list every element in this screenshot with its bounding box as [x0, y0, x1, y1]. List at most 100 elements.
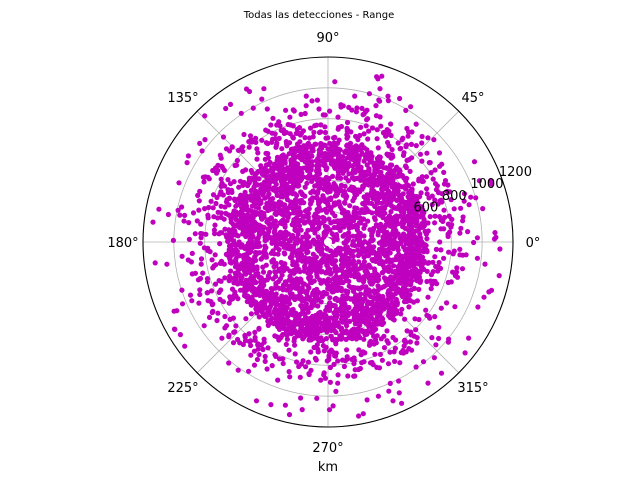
data-point-3165 [239, 198, 245, 204]
data-point-1290 [370, 183, 376, 189]
data-point-1534 [344, 237, 350, 243]
data-point-3131 [387, 167, 393, 173]
data-point-3981 [235, 367, 241, 373]
data-point-3630 [447, 229, 453, 235]
data-point-3410 [318, 129, 324, 135]
data-point-3837 [368, 338, 374, 344]
data-point-3958 [251, 362, 258, 368]
data-point-1417 [296, 212, 302, 218]
data-point-3109 [276, 174, 282, 180]
data-point-1520 [373, 258, 379, 264]
data-point-3509 [262, 358, 268, 364]
data-point-1590 [300, 213, 306, 219]
data-point-3543 [196, 207, 202, 213]
data-point-1582 [302, 255, 308, 261]
data-point-1336 [296, 207, 302, 213]
data-point-1337 [310, 290, 316, 296]
data-point-3084 [303, 332, 309, 338]
data-point-3618 [218, 176, 224, 182]
data-point-1056 [307, 243, 313, 250]
data-point-3974 [436, 324, 442, 330]
angular-tick-labels: 0° 45° 90° 135° 180° 225° 270° 315° [107, 31, 540, 456]
data-point-2904 [366, 166, 372, 172]
data-point-1044 [305, 283, 311, 289]
data-point-3106 [407, 277, 413, 283]
data-point-3163 [256, 291, 262, 297]
data-point-1352 [305, 270, 311, 276]
data-point-2981 [359, 168, 365, 175]
data-point-3771 [321, 348, 327, 354]
data-point-2977 [402, 294, 408, 300]
data-point-3910 [150, 219, 156, 225]
data-point-3668 [407, 339, 413, 345]
data-point-3575 [259, 137, 265, 143]
data-point-1551 [257, 243, 263, 249]
data-point-3030 [383, 165, 389, 171]
data-point-3454 [441, 169, 447, 175]
data-point-3597 [217, 296, 223, 302]
data-point-2791 [343, 315, 349, 321]
data-point-431 [347, 203, 353, 209]
data-point-3927 [486, 289, 492, 295]
data-point-1497 [302, 193, 308, 199]
data-point-3500 [322, 112, 328, 118]
data-point-1401 [298, 294, 304, 300]
data-point-3681 [400, 152, 407, 158]
data-point-1118 [284, 243, 290, 249]
data-point-622 [340, 170, 346, 176]
data-point-3781 [268, 122, 274, 128]
data-point-3499 [355, 137, 361, 143]
data-point-3825 [406, 346, 412, 352]
data-point-3422 [359, 142, 365, 148]
data-point-3840 [283, 139, 289, 145]
data-point-2992 [339, 161, 345, 167]
data-point-3202 [414, 340, 420, 346]
data-point-984 [287, 301, 293, 307]
data-point-1509 [335, 245, 342, 251]
data-point-1148 [300, 307, 306, 313]
data-point-931 [355, 271, 361, 278]
data-point-3920 [206, 314, 213, 320]
data-point-3375 [442, 178, 449, 184]
data-point-106 [312, 230, 318, 236]
data-point-3901 [419, 133, 425, 140]
data-point-3969 [396, 378, 402, 384]
data-point-2870 [379, 321, 385, 328]
data-point-3359 [291, 335, 298, 341]
data-point-2946 [316, 336, 323, 342]
data-point-3896 [433, 342, 439, 348]
data-point-3081 [277, 324, 283, 330]
data-point-3730 [220, 192, 226, 198]
data-point-3937 [175, 207, 181, 213]
data-point-2959 [245, 215, 251, 222]
data-point-3703 [256, 351, 262, 358]
data-point-1206 [287, 238, 293, 244]
data-point-3634 [205, 298, 211, 304]
data-point-721 [287, 290, 293, 296]
theta-tick-label-270: 270° [312, 441, 343, 456]
data-point-3976 [223, 105, 229, 112]
data-point-1476 [342, 200, 348, 206]
data-point-3811 [283, 107, 289, 113]
data-point-3714 [213, 262, 219, 268]
data-point-1334 [284, 266, 290, 272]
data-point-3285 [423, 307, 429, 313]
data-point-3870 [431, 355, 437, 361]
data-point-892 [310, 188, 316, 194]
data-point-3831 [292, 342, 298, 348]
data-point-3524 [226, 278, 232, 284]
data-point-3541 [290, 135, 296, 141]
data-point-3308 [428, 170, 434, 176]
data-point-3694 [395, 140, 401, 146]
data-point-3557 [241, 131, 247, 138]
data-point-3046 [253, 279, 259, 286]
data-point-3542 [298, 111, 304, 117]
data-point-3389 [458, 205, 464, 211]
data-point-3019 [342, 149, 348, 155]
data-point-3929 [387, 380, 393, 386]
data-point-3384 [222, 275, 228, 281]
data-point-3731 [331, 361, 337, 367]
data-point-1257 [268, 215, 274, 221]
data-point-1455 [303, 290, 310, 296]
data-point-1220 [360, 298, 366, 304]
